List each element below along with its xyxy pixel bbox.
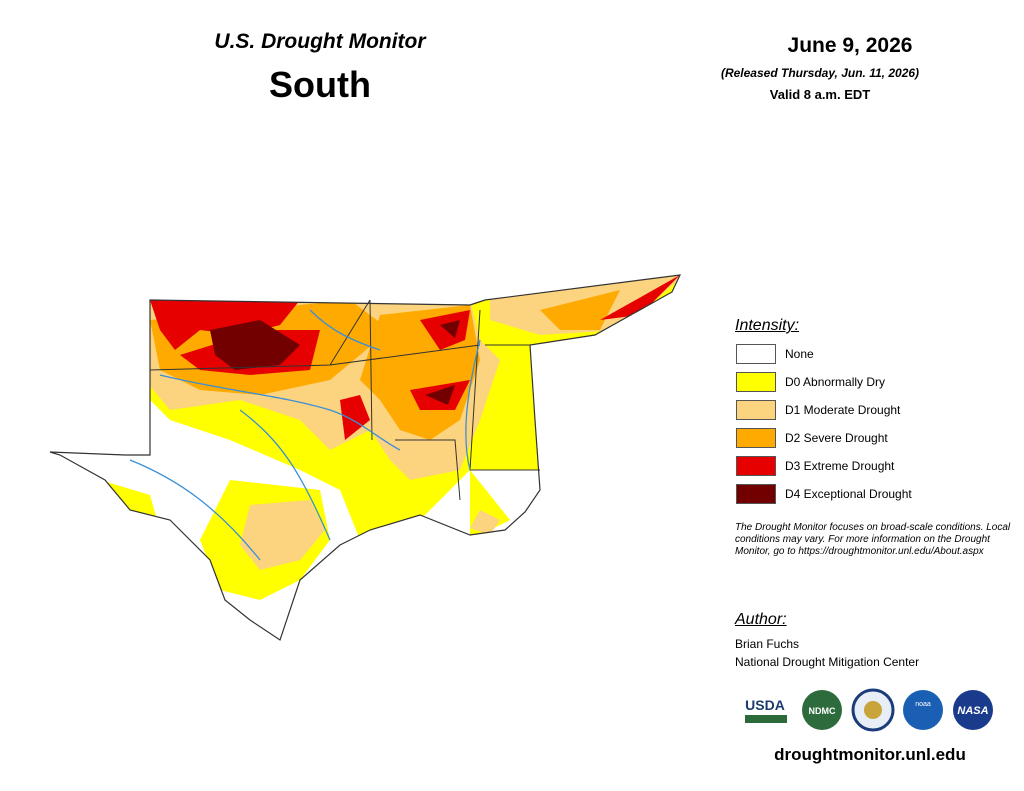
legend-label: D4 Exceptional Drought — [785, 487, 912, 501]
author-org: National Drought Mitigation Center — [735, 655, 920, 669]
valid: Valid 8 a.m. EDT — [769, 87, 871, 102]
map — [49, 274, 681, 641]
area-d3 — [150, 275, 680, 440]
author-name: Brian Fuchs — [735, 637, 800, 651]
released: (Released Thursday, Jun. 11, 2026) — [720, 66, 920, 80]
author-title: Author: — [735, 611, 787, 628]
legend-item: D3 Extreme Drought — [736, 456, 996, 476]
area-d1 — [240, 500, 500, 570]
legend-swatch — [736, 484, 776, 504]
legend-swatch — [736, 344, 776, 364]
legend-title: Intensity: — [735, 317, 800, 334]
legend-swatch — [736, 456, 776, 476]
logo: NASA — [957, 705, 988, 717]
note: The Drought Monitor focuses on broad-sca… — [735, 522, 1011, 557]
legend-label: D3 Extreme Drought — [785, 459, 895, 473]
area-d4 — [210, 320, 460, 405]
legend-swatch — [736, 372, 776, 392]
legend-label: D2 Severe Drought — [785, 431, 888, 445]
logo: NDMC — [809, 706, 836, 716]
legend-item: D1 Moderate Drought — [736, 400, 996, 420]
legend-item: None — [736, 344, 996, 364]
legend-swatch — [736, 428, 776, 448]
logo: noaa — [915, 701, 931, 708]
legend-label: D1 Moderate Drought — [785, 403, 901, 417]
date: June 9, 2026 — [787, 34, 913, 57]
legend-item: D0 Abnormally Dry — [736, 372, 996, 392]
drought-areas — [50, 275, 680, 640]
legend-label: None — [785, 347, 814, 361]
logos: USDA NDMC noaa NASA — [745, 688, 993, 732]
region: South — [269, 64, 371, 105]
legend-swatch — [736, 400, 776, 420]
legend-item: D2 Severe Drought — [736, 428, 996, 448]
legend-label: D0 Abnormally Dry — [785, 375, 886, 389]
logo: USDA — [745, 697, 785, 713]
legend-item: D4 Exceptional Drought — [736, 484, 996, 504]
title: U.S. Drought Monitor — [214, 30, 426, 53]
url: droughtmonitor.unl.edu — [774, 745, 966, 764]
